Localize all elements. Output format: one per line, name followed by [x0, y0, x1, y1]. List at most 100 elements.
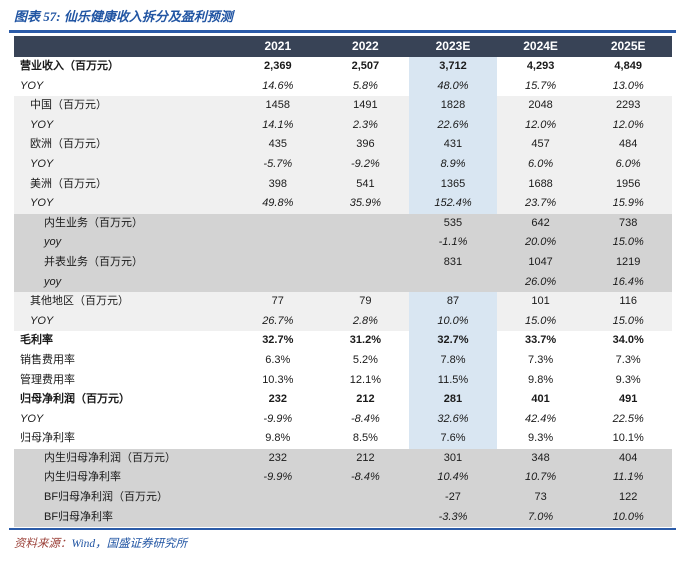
value-cell: 77 [271, 295, 284, 308]
value-cell: 10.1% [612, 432, 644, 445]
row-label: YOY [30, 314, 54, 327]
table-row: 管理费用率 10.3% 12.1% 11.5% 9.8% 9.3% [14, 370, 672, 391]
row-label: 销售费用率 [20, 353, 75, 366]
table-row: 欧洲（百万元） 435 396 431 457 484 [14, 135, 672, 155]
value-cell: -9.9% [263, 471, 293, 484]
value-cell: 232 [268, 451, 287, 464]
value-cell [322, 233, 410, 253]
value-cell: 396 [356, 138, 375, 151]
value-cell: -8.4% [351, 412, 380, 425]
value-cell: 79 [359, 295, 372, 308]
value-cell: -3.3% [438, 510, 468, 523]
value-cell: 10.7% [524, 471, 557, 484]
value-cell: 9.8% [528, 373, 554, 386]
value-cell: 301 [443, 451, 463, 464]
value-cell: 7.3% [528, 353, 554, 366]
value-cell: 8.5% [352, 432, 378, 445]
value-cell: 16.4% [612, 275, 644, 288]
row-label: 归母净利率 [20, 432, 75, 445]
table-row: yoy -1.1% 20.0% 15.0% [14, 233, 672, 253]
value-cell: 2,507 [351, 60, 380, 72]
value-cell: 6.0% [528, 157, 554, 170]
row-label: yoy [44, 236, 62, 249]
value-cell: 32.7% [262, 334, 294, 347]
value-cell: 33.7% [524, 334, 557, 347]
value-cell: 2.8% [352, 314, 378, 327]
value-cell: 7.8% [409, 350, 497, 371]
value-cell [234, 273, 322, 293]
forecast-table: 2021 2022 2023E 2024E 2025E 营业收入（百万元） 2,3… [14, 36, 672, 528]
figure-title: 图表 57: 仙乐健康收入拆分及盈利预测 [14, 9, 233, 24]
value-cell [234, 253, 322, 273]
value-cell: 101 [531, 295, 550, 308]
value-cell: 5.8% [352, 79, 378, 92]
value-cell: 232 [268, 393, 287, 406]
value-cell: 484 [619, 138, 638, 151]
table-row: yoy 26.0% 16.4% [14, 272, 672, 293]
row-label: YOY [30, 157, 54, 170]
value-cell: 10.3% [262, 373, 294, 386]
value-cell: 152.4% [409, 194, 497, 214]
value-cell: 32.7% [409, 331, 497, 351]
row-label: 毛利率 [20, 334, 53, 347]
table-row: YOY 49.8% 35.9% 152.4% 23.7% 15.9% [14, 194, 672, 214]
table-row: YOY 14.6% 5.8% 48.0% 15.7% 13.0% [14, 76, 672, 97]
table-row: BF归母净利率 -3.3% 7.0% 10.0% [14, 507, 672, 528]
value-cell: 87 [409, 292, 497, 312]
row-label: 欧洲（百万元） [30, 138, 107, 151]
value-cell: 32.6% [409, 409, 497, 430]
value-cell: -8.4% [351, 471, 380, 484]
value-cell: 5.2% [352, 353, 378, 366]
year-header-2022: 2022 [321, 36, 410, 57]
value-cell: 1688 [528, 177, 553, 190]
value-cell: 435 [268, 138, 287, 151]
year-header-2021: 2021 [234, 36, 322, 57]
row-label: 内生归母净利润（百万元） [44, 451, 176, 464]
value-cell: 2048 [528, 99, 553, 112]
value-cell: 10.0% [409, 311, 497, 332]
value-cell: 15.9% [612, 197, 644, 210]
top-rule [9, 30, 676, 33]
value-cell: 3,712 [409, 57, 497, 77]
value-cell: 122 [619, 491, 638, 504]
value-cell: 23.7% [524, 197, 557, 210]
value-cell: 457 [531, 138, 550, 151]
value-cell: 14.1% [262, 118, 294, 131]
table-row: 并表业务（百万元） 831 1047 1219 [14, 252, 672, 273]
value-cell: 7.0% [528, 510, 554, 523]
table-row: YOY -9.9% -8.4% 32.6% 42.4% 22.5% [14, 409, 672, 430]
value-cell: 15.0% [612, 236, 644, 249]
value-cell: 26.7% [262, 314, 294, 327]
value-cell: 9.3% [528, 432, 554, 445]
value-cell: 11.5% [409, 370, 497, 391]
value-cell: 348 [531, 451, 550, 464]
value-cell [234, 233, 322, 253]
value-cell: 22.5% [612, 412, 644, 425]
table-row: 归母净利润（百万元） 232 212 281 401 491 [14, 390, 672, 410]
year-header-2023e: 2023E [409, 36, 497, 57]
table-row: YOY -5.7% -9.2% 8.9% 6.0% 6.0% [14, 154, 672, 175]
value-cell: -5.7% [263, 157, 293, 170]
table-row: 内生业务（百万元） 535 642 738 [14, 213, 672, 234]
value-cell: 1047 [528, 255, 553, 268]
value-cell: 738 [619, 216, 638, 229]
value-cell: 281 [409, 390, 497, 410]
value-cell: 49.8% [262, 197, 294, 210]
table-row: 其他地区（百万元） 77 79 87 101 116 [14, 292, 672, 312]
value-cell: 14.6% [262, 79, 294, 92]
row-label: 内生归母净利率 [44, 471, 121, 484]
value-cell: 15.0% [524, 314, 557, 327]
value-cell: 541 [356, 177, 375, 190]
value-cell: 12.0% [612, 118, 644, 131]
value-cell: -9.2% [351, 157, 380, 170]
table-row: 内生归母净利润（百万元） 232 212 301 348 404 [14, 448, 672, 469]
value-cell: 15.0% [612, 314, 644, 327]
value-cell: 13.0% [612, 79, 644, 92]
value-cell: -27 [445, 491, 461, 504]
table-row: 归母净利率 9.8% 8.5% 7.6% 9.3% 10.1% [14, 429, 672, 449]
value-cell: 34.0% [612, 334, 644, 347]
table-row: YOY 26.7% 2.8% 10.0% 15.0% 15.0% [14, 311, 672, 332]
table-row: BF归母净利润（百万元） -27 73 122 [14, 488, 672, 508]
source-line: 资料来源：Wind，国盛证券研究所 [14, 535, 685, 551]
